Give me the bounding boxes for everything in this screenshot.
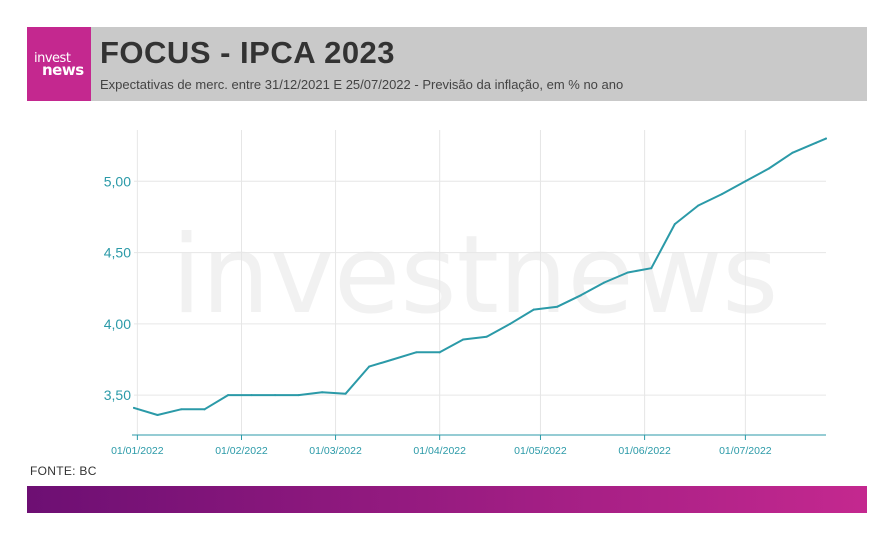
data-point bbox=[767, 167, 770, 170]
data-point bbox=[156, 414, 159, 417]
y-tick-label: 4,50 bbox=[104, 245, 131, 261]
data-point bbox=[133, 406, 135, 409]
data-point bbox=[321, 391, 324, 394]
x-tick-label: 01/01/2022 bbox=[111, 445, 164, 457]
logo-word-news: news bbox=[42, 61, 84, 79]
data-point bbox=[180, 408, 183, 411]
data-point bbox=[791, 151, 794, 154]
x-tick-label: 01/03/2022 bbox=[309, 445, 362, 457]
data-point bbox=[415, 351, 418, 354]
data-point bbox=[579, 294, 582, 297]
watermark: investnews bbox=[172, 213, 779, 338]
brand-gradient-bar bbox=[27, 486, 867, 513]
data-point bbox=[673, 223, 676, 226]
logo-word-invest: invest bbox=[34, 51, 71, 66]
data-point bbox=[650, 267, 653, 270]
data-point bbox=[814, 141, 817, 144]
y-tick-label: 3,50 bbox=[104, 387, 131, 403]
data-point bbox=[297, 394, 300, 397]
data-point bbox=[368, 365, 371, 368]
chart-header: invest news FOCUS - IPCA 2023 Expectativ… bbox=[27, 27, 867, 101]
y-tick-label: 5,00 bbox=[104, 173, 131, 189]
data-point bbox=[485, 335, 488, 338]
data-point bbox=[203, 408, 206, 411]
x-tick-label: 01/07/2022 bbox=[719, 445, 772, 457]
data-point bbox=[227, 394, 230, 397]
x-tick-label: 01/06/2022 bbox=[618, 445, 671, 457]
x-tick-label: 01/05/2022 bbox=[514, 445, 567, 457]
data-point bbox=[274, 394, 277, 397]
data-point bbox=[697, 204, 700, 207]
x-tick-label: 01/02/2022 bbox=[215, 445, 268, 457]
data-point bbox=[556, 305, 559, 308]
data-point bbox=[825, 137, 827, 140]
data-point bbox=[509, 322, 512, 325]
data-point bbox=[626, 271, 629, 274]
chart-subtitle: Expectativas de merc. entre 31/12/2021 E… bbox=[100, 77, 624, 92]
source-note: FONTE: BC bbox=[30, 464, 97, 478]
data-point bbox=[603, 281, 606, 284]
data-point bbox=[532, 308, 535, 311]
x-tick-label: 01/04/2022 bbox=[413, 445, 466, 457]
data-point bbox=[462, 338, 465, 341]
data-point bbox=[438, 351, 441, 354]
data-point bbox=[250, 394, 253, 397]
data-point bbox=[720, 193, 723, 196]
chart-title: FOCUS - IPCA 2023 bbox=[100, 35, 396, 70]
data-point bbox=[391, 358, 394, 361]
data-point bbox=[744, 180, 747, 183]
y-tick-label: 4,00 bbox=[104, 316, 131, 332]
data-point bbox=[344, 392, 347, 395]
investnews-logo: invest news bbox=[27, 27, 91, 101]
